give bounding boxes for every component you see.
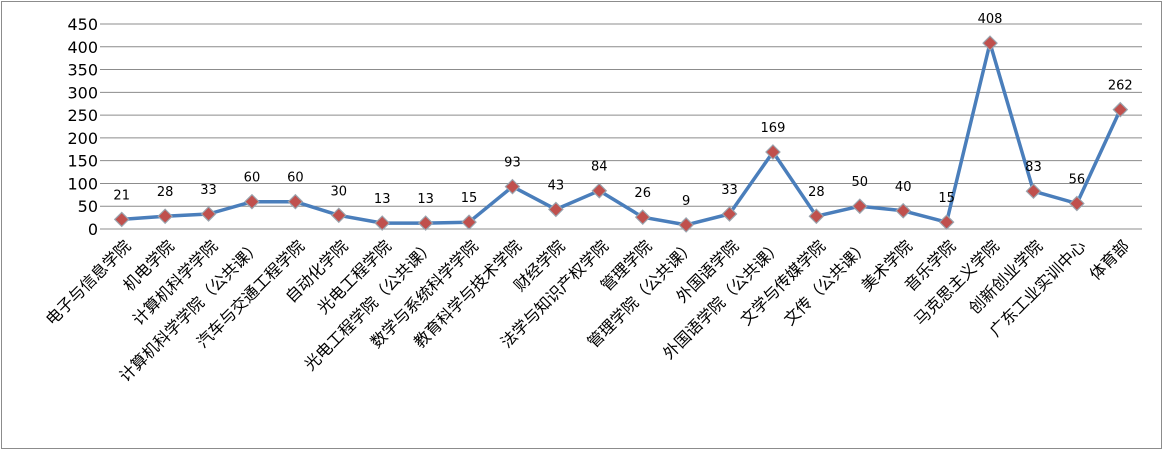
data-point [548, 201, 564, 218]
data-point [1112, 101, 1129, 118]
y-tick-label: 100 [67, 174, 98, 193]
data-label: 60 [287, 171, 304, 186]
data-point [417, 215, 434, 231]
data-label: 15 [938, 191, 955, 206]
data-label: 60 [244, 171, 261, 186]
y-tick-label: 450 [67, 15, 98, 34]
data-point [157, 208, 173, 225]
data-label: 21 [113, 188, 130, 203]
y-tick-label: 200 [67, 129, 98, 148]
data-label: 9 [682, 194, 690, 209]
data-point [808, 208, 825, 225]
data-label: 50 [852, 175, 869, 190]
data-markers [113, 35, 1129, 233]
y-axis-ticks: 0 50 100 150 200 250 300 350 400 450 [67, 15, 98, 239]
y-tick-label: 250 [67, 106, 98, 125]
data-point [200, 206, 217, 222]
data-label: 15 [461, 191, 478, 206]
y-tick-label: 400 [67, 38, 98, 57]
x-axis-labels: 电子与信息学院机电学院计算机科学学院计算机科学学院（公共课）汽车与交通工程学院自… [42, 236, 1133, 385]
data-point [591, 182, 608, 199]
gridlines [100, 23, 1142, 207]
data-point [461, 214, 477, 231]
data-label: 28 [157, 185, 174, 200]
data-label: 83 [1025, 160, 1042, 175]
data-point [678, 217, 694, 233]
data-point [721, 206, 738, 222]
data-label: 262 [1108, 79, 1133, 94]
data-label: 169 [761, 121, 786, 136]
data-label: 408 [978, 12, 1003, 27]
data-point [851, 198, 868, 215]
y-tick-label: 300 [67, 83, 98, 102]
data-label: 13 [374, 192, 391, 207]
data-point [634, 209, 651, 226]
data-point [113, 211, 130, 228]
data-label: 93 [504, 156, 521, 171]
y-tick-label: 0 [88, 220, 98, 239]
data-point [504, 178, 521, 195]
x-tick-label: 体育部 [1086, 236, 1133, 283]
data-point [244, 193, 260, 210]
data-label: 56 [1069, 172, 1086, 187]
y-tick-label: 50 [78, 197, 98, 216]
data-point [982, 35, 998, 51]
y-tick-label: 350 [67, 61, 98, 80]
data-point [938, 214, 955, 231]
data-label: 13 [417, 192, 434, 207]
data-label: 33 [200, 183, 217, 198]
data-point [374, 215, 391, 231]
data-label: 28 [808, 185, 825, 200]
data-labels: 21 28 33 60 60 30 13 13 15 93 43 84 26 9 33 169 28 50 40 15… [113, 12, 1132, 209]
data-label: 43 [548, 178, 565, 193]
data-point [765, 144, 781, 160]
data-label: 40 [895, 180, 912, 195]
data-point [1025, 183, 1042, 200]
data-label: 84 [591, 160, 608, 175]
data-label: 33 [721, 183, 738, 198]
series-line [121, 41, 1122, 227]
data-point [287, 193, 304, 210]
data-point [895, 202, 912, 219]
y-tick-label: 150 [67, 152, 98, 171]
data-point [330, 207, 347, 224]
data-label: 26 [634, 186, 651, 201]
data-point [1069, 195, 1085, 212]
data-label: 30 [331, 184, 348, 199]
